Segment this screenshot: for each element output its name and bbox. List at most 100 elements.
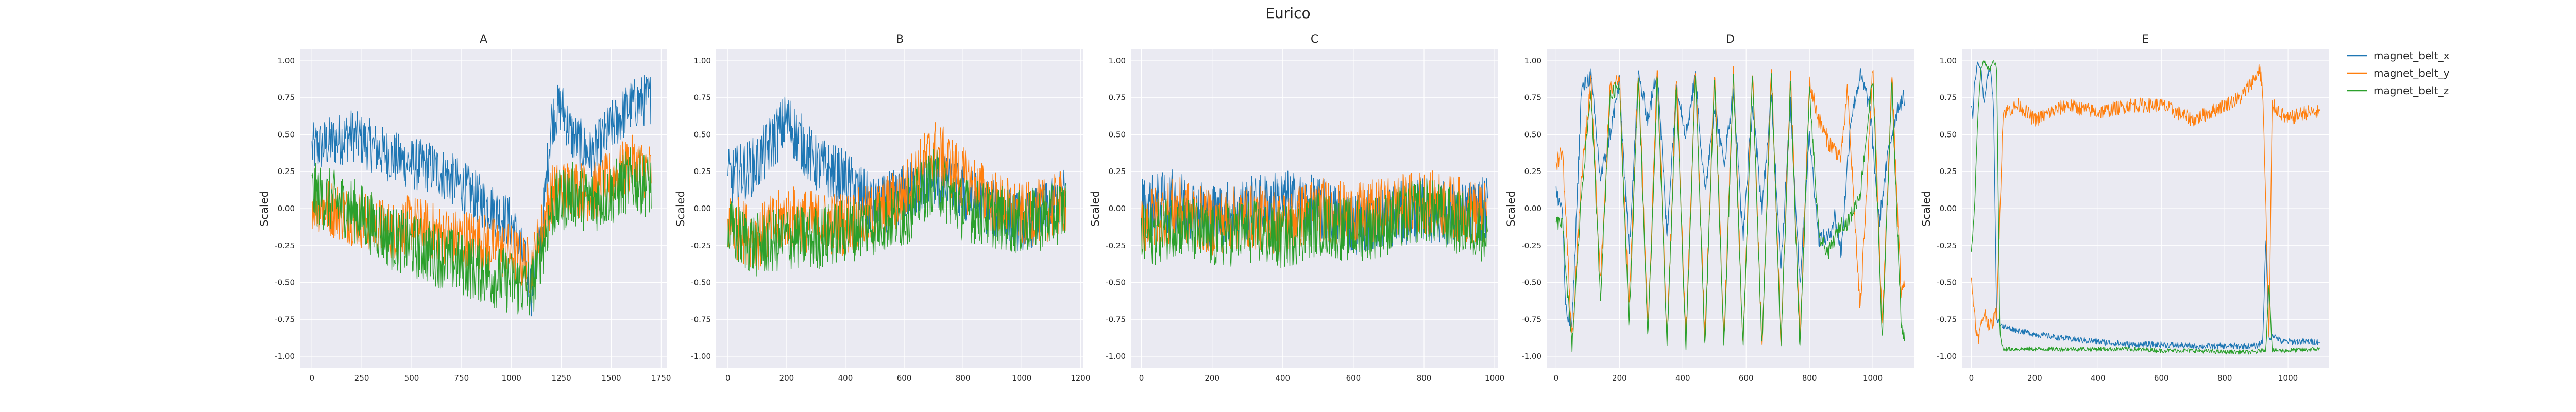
x-tick-label: 1250 — [552, 373, 571, 383]
y-tick-label: -1.00 — [1106, 352, 1126, 361]
y-tick-label: -0.50 — [691, 278, 711, 287]
x-tick-label: 600 — [1739, 373, 1754, 383]
x-tick-label: 750 — [454, 373, 469, 383]
y-axis-label: Scaled — [1505, 191, 1517, 227]
x-tick-label: 400 — [2091, 373, 2106, 383]
y-tick-label: -1.00 — [691, 352, 711, 361]
x-tick-label: 400 — [1275, 373, 1290, 383]
y-tick-label: 0.25 — [1109, 167, 1126, 176]
y-tick-label: 1.00 — [1109, 56, 1126, 65]
x-tick-label: 200 — [1612, 373, 1627, 383]
y-tick-label: -0.75 — [1937, 315, 1957, 324]
x-tick-label: 1000 — [502, 373, 521, 383]
subplot-B: -1.00 -0.75 -0.50 -0.25 0.00 0.25 0.50 0.75 1.00… — [674, 33, 1090, 383]
x-tick-label: 0 — [1969, 373, 1974, 383]
x-tick-label: 800 — [1417, 373, 1432, 383]
y-tick-label: 0.00 — [1109, 204, 1126, 213]
y-tick-label: 0.75 — [1109, 93, 1126, 102]
x-tick-label: 1000 — [1012, 373, 1031, 383]
x-tick-label: 200 — [779, 373, 794, 383]
y-tick-label: -0.50 — [1937, 278, 1957, 287]
subplot-C: -1.00 -0.75 -0.50 -0.25 0.00 0.25 0.50 0.75 1.00… — [1089, 33, 1504, 383]
y-tick-label: -0.75 — [691, 315, 711, 324]
series-line-magnet_belt_z — [1971, 60, 2320, 355]
y-tick-label: 0.50 — [1524, 130, 1541, 139]
panels: -1.00 -0.75 -0.50 -0.25 0.00 0.25 0.50 0.75 1.00… — [258, 33, 2329, 383]
x-tick-label: 1750 — [651, 373, 671, 383]
legend-label-magnet_belt_x: magnet_belt_x — [2374, 49, 2450, 62]
y-tick-label: 0.50 — [1109, 130, 1126, 139]
series-line-magnet_belt_z — [311, 147, 652, 316]
legend-label-magnet_belt_z: magnet_belt_z — [2374, 84, 2449, 97]
x-tick-label: 200 — [1205, 373, 1219, 383]
series-line-magnet_belt_x — [311, 75, 652, 317]
subplot-D: -1.00 -0.75 -0.50 -0.25 0.00 0.25 0.50 0.75 1.00… — [1505, 33, 1914, 383]
subplot-E: -1.00 -0.75 -0.50 -0.25 0.00 0.25 0.50 0.75 1.00… — [1920, 33, 2329, 383]
series-line-magnet_belt_x — [1971, 61, 2320, 350]
y-tick-label: 1.00 — [278, 56, 295, 65]
x-tick-label: 800 — [2217, 373, 2232, 383]
subplot-title: E — [2142, 33, 2149, 46]
x-tick-label: 1000 — [1485, 373, 1504, 383]
y-tick-label: -1.00 — [1937, 352, 1957, 361]
y-tick-label: 0.50 — [278, 130, 295, 139]
x-tick-label: 1000 — [2278, 373, 2298, 383]
x-tick-label: 200 — [2027, 373, 2042, 383]
y-tick-label: -0.75 — [1106, 315, 1126, 324]
x-tick-label: 250 — [354, 373, 369, 383]
series-line-magnet_belt_y — [727, 122, 1066, 270]
x-tick-label: 600 — [2154, 373, 2169, 383]
series-line-magnet_belt_y — [1971, 64, 2320, 344]
y-tick-label: -0.25 — [691, 241, 711, 250]
y-tick-label: 0.25 — [1940, 167, 1957, 176]
y-axis-label: Scaled — [674, 191, 687, 227]
subplot-title: A — [480, 33, 487, 46]
y-axis-label: Scaled — [258, 191, 270, 227]
series-line-magnet_belt_z — [1141, 179, 1488, 268]
y-tick-label: -0.50 — [275, 278, 295, 287]
x-tick-label: 500 — [404, 373, 419, 383]
series-line-magnet_belt_z — [1555, 73, 1905, 353]
y-tick-label: -0.25 — [1521, 241, 1541, 250]
series-line-magnet_belt_z — [727, 149, 1066, 277]
y-tick-label: 0.00 — [278, 204, 295, 213]
subplot-title: B — [896, 33, 904, 46]
subplot-A: -1.00 -0.75 -0.50 -0.25 0.00 0.25 0.50 0.75 1.00… — [258, 33, 671, 383]
y-tick-label: 0.50 — [1940, 130, 1957, 139]
series-line-magnet_belt_x — [1555, 68, 1905, 328]
y-tick-label: 0.00 — [1524, 204, 1541, 213]
y-tick-label: 0.75 — [1940, 93, 1957, 102]
y-tick-label: 0.75 — [278, 93, 295, 102]
y-axis-label: Scaled — [1920, 191, 1933, 227]
y-tick-label: 1.00 — [1524, 56, 1541, 65]
x-tick-label: 400 — [1675, 373, 1690, 383]
y-tick-label: 1.00 — [694, 56, 711, 65]
x-tick-label: 800 — [956, 373, 971, 383]
y-tick-label: -1.00 — [275, 352, 295, 361]
x-tick-label: 800 — [1802, 373, 1817, 383]
y-tick-label: -0.25 — [275, 241, 295, 250]
x-tick-label: 0 — [309, 373, 314, 383]
y-tick-label: 0.75 — [1524, 93, 1541, 102]
x-tick-label: 600 — [1346, 373, 1361, 383]
y-tick-label: 0.25 — [278, 167, 295, 176]
y-tick-label: 0.75 — [694, 93, 711, 102]
x-tick-label: 0 — [1554, 373, 1559, 383]
x-tick-label: 400 — [838, 373, 853, 383]
y-tick-label: 0.25 — [1524, 167, 1541, 176]
y-tick-label: 1.00 — [1940, 56, 1957, 65]
y-tick-label: 0.50 — [694, 130, 711, 139]
x-tick-label: 0 — [725, 373, 731, 383]
y-tick-label: 0.00 — [1940, 204, 1957, 213]
y-tick-label: -1.00 — [1521, 352, 1541, 361]
y-tick-label: -0.75 — [1521, 315, 1541, 324]
y-tick-label: -0.25 — [1937, 241, 1957, 250]
y-tick-label: 0.25 — [694, 167, 711, 176]
y-tick-label: -0.75 — [275, 315, 295, 324]
x-tick-label: 1000 — [1863, 373, 1883, 383]
y-axis-label: Scaled — [1089, 191, 1101, 227]
x-tick-label: 1500 — [601, 373, 621, 383]
y-tick-label: -0.50 — [1106, 278, 1126, 287]
y-tick-label: 0.00 — [694, 204, 711, 213]
